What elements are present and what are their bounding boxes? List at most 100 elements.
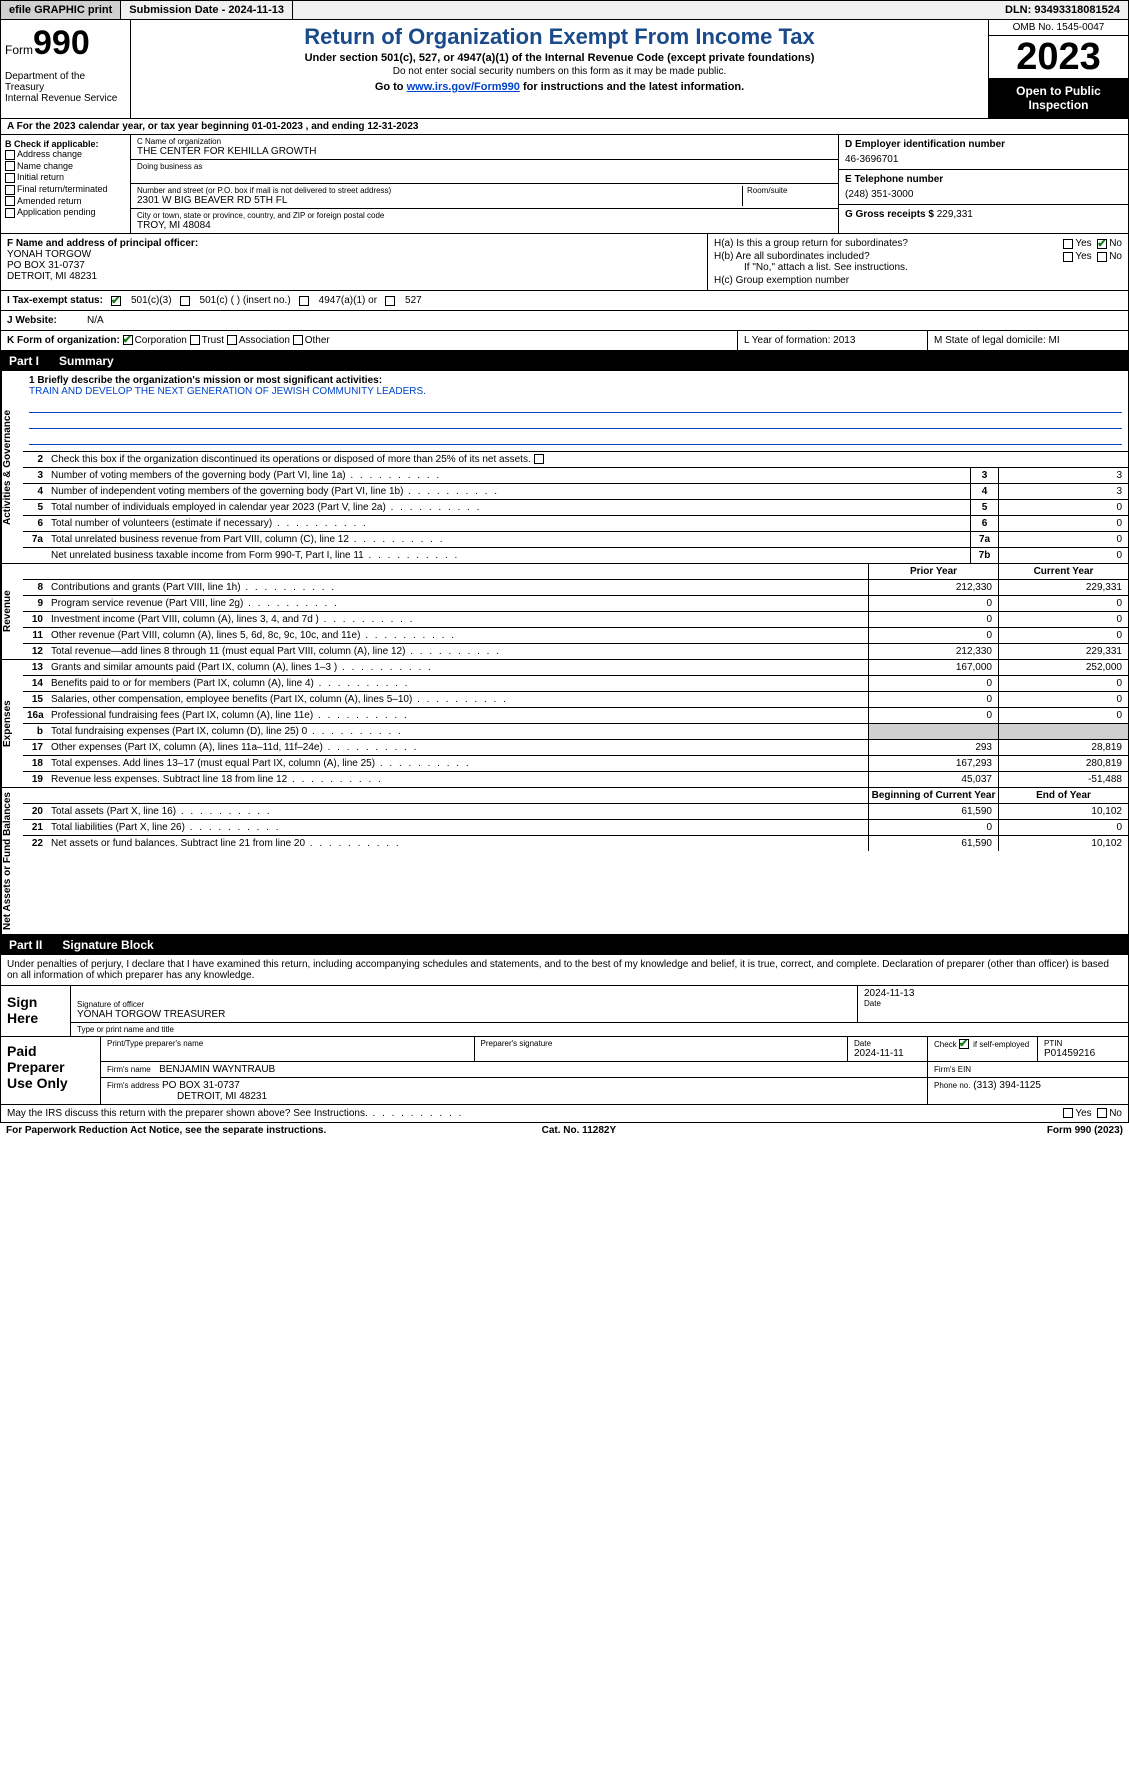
officer-signature: YONAH TORGOW TREASURER (77, 1009, 851, 1020)
discuss-row: May the IRS discuss this return with the… (0, 1105, 1129, 1123)
summary-line: 16aProfessional fundraising fees (Part I… (23, 708, 1128, 724)
hb-no[interactable] (1097, 252, 1107, 262)
form-title: Return of Organization Exempt From Incom… (139, 24, 980, 50)
chk-address-change[interactable]: Address change (5, 149, 126, 160)
summary-line: 21Total liabilities (Part X, line 26)00 (23, 820, 1128, 836)
summary-line: 12Total revenue—add lines 8 through 11 (… (23, 644, 1128, 659)
chk-4947[interactable] (299, 296, 309, 306)
irs-label: Internal Revenue Service (5, 93, 126, 104)
chk-application-pending[interactable]: Application pending (5, 207, 126, 218)
chk-self-employed[interactable] (959, 1039, 969, 1049)
chk-other[interactable] (293, 335, 303, 345)
info-grid: B Check if applicable: Address change Na… (0, 135, 1129, 234)
chk-527[interactable] (385, 296, 395, 306)
summary-line: 8Contributions and grants (Part VIII, li… (23, 580, 1128, 596)
officer-name: YONAH TORGOW (7, 249, 701, 260)
mission-text: TRAIN AND DEVELOP THE NEXT GENERATION OF… (29, 386, 1122, 397)
firm-addr1: PO BOX 31-0737 (162, 1080, 240, 1091)
summary-line: 9Program service revenue (Part VIII, lin… (23, 596, 1128, 612)
efile-label: efile GRAPHIC print (1, 1, 121, 19)
form-header: Form990 Department of the Treasury Inter… (0, 20, 1129, 119)
summary-line: 5Total number of individuals employed in… (23, 500, 1128, 516)
summary-line: 20Total assets (Part X, line 16)61,59010… (23, 804, 1128, 820)
summary-netassets: Net Assets or Fund Balances Beginning of… (0, 788, 1129, 935)
vtab-revenue: Revenue (1, 564, 23, 659)
summary-line: 13Grants and similar amounts paid (Part … (23, 660, 1128, 676)
firm-name: BENJAMIN WAYNTRAUB (159, 1064, 275, 1075)
col-b-checkboxes: B Check if applicable: Address change Na… (1, 135, 131, 233)
summary-line: 4Number of independent voting members of… (23, 484, 1128, 500)
summary-line: 14Benefits paid to or for members (Part … (23, 676, 1128, 692)
discuss-no[interactable] (1097, 1108, 1107, 1118)
vtab-expenses: Expenses (1, 660, 23, 787)
form-number: 990 (33, 24, 90, 62)
sign-here-block: Sign Here Signature of officerYONAH TORG… (0, 986, 1129, 1037)
prep-date: 2024-11-11 (854, 1048, 921, 1059)
omb-number: OMB No. 1545-0047 (989, 20, 1128, 36)
part1-header: Part I Summary (0, 351, 1129, 371)
row-i-tax-status: I Tax-exempt status: 501(c)(3) 501(c) ( … (0, 291, 1129, 311)
row-j-website: J Website: N/A (0, 311, 1129, 331)
perjury-text: Under penalties of perjury, I declare th… (0, 955, 1129, 986)
sign-date: 2024-11-13 (864, 988, 1122, 999)
summary-line: 19Revenue less expenses. Subtract line 1… (23, 772, 1128, 787)
chk-initial-return[interactable]: Initial return (5, 172, 126, 183)
summary-line: 15Salaries, other compensation, employee… (23, 692, 1128, 708)
org-name: THE CENTER FOR KEHILLA GROWTH (137, 146, 832, 157)
chk-501c3[interactable] (111, 296, 121, 306)
section-a-period: A For the 2023 calendar year, or tax yea… (0, 119, 1129, 135)
ein: 46-3696701 (845, 154, 1122, 165)
vtab-netassets: Net Assets or Fund Balances (1, 788, 23, 934)
chk-assoc[interactable] (227, 335, 237, 345)
summary-line: 7aTotal unrelated business revenue from … (23, 532, 1128, 548)
officer-addr2: DETROIT, MI 48231 (7, 271, 701, 282)
summary-line: 6Total number of volunteers (estimate if… (23, 516, 1128, 532)
summary-line: 17Other expenses (Part IX, column (A), l… (23, 740, 1128, 756)
firm-addr2: DETROIT, MI 48231 (177, 1091, 267, 1102)
tax-year: 2023 (989, 36, 1128, 78)
chk-name-change[interactable]: Name change (5, 161, 126, 172)
vtab-activities: Activities & Governance (1, 371, 23, 563)
org-address: 2301 W BIG BEAVER RD 5TH FL (137, 195, 742, 206)
topbar: efile GRAPHIC print Submission Date - 20… (0, 0, 1129, 20)
chk-501c[interactable] (180, 296, 190, 306)
telephone: (248) 351-3000 (845, 189, 1122, 200)
summary-revenue: Revenue Prior YearCurrent Year 8Contribu… (0, 564, 1129, 660)
part2-header: Part II Signature Block (0, 935, 1129, 955)
chk-final-return[interactable]: Final return/terminated (5, 184, 126, 195)
firm-phone: (313) 394-1125 (973, 1080, 1041, 1091)
summary-activities: Activities & Governance 1 Briefly descri… (0, 371, 1129, 564)
summary-line: bTotal fundraising expenses (Part IX, co… (23, 724, 1128, 740)
ssn-warning: Do not enter social security numbers on … (139, 66, 980, 77)
submission-date: Submission Date - 2024-11-13 (121, 1, 293, 19)
chk-trust[interactable] (190, 335, 200, 345)
summary-line: Net unrelated business taxable income fr… (23, 548, 1128, 563)
summary-line: 3Number of voting members of the governi… (23, 468, 1128, 484)
chk-amended-return[interactable]: Amended return (5, 196, 126, 207)
page-footer: For Paperwork Reduction Act Notice, see … (0, 1123, 1129, 1138)
summary-line: 18Total expenses. Add lines 13–17 (must … (23, 756, 1128, 772)
officer-addr1: PO BOX 31-0737 (7, 260, 701, 271)
ha-no[interactable] (1097, 239, 1107, 249)
chk-discontinued[interactable] (534, 454, 544, 464)
dln: DLN: 93493318081524 (997, 1, 1128, 19)
discuss-yes[interactable] (1063, 1108, 1073, 1118)
goto-line: Go to www.irs.gov/Form990 for instructio… (139, 81, 980, 93)
website-value: N/A (87, 315, 104, 326)
summary-line: 11Other revenue (Part VIII, column (A), … (23, 628, 1128, 644)
chk-corp[interactable] (123, 335, 133, 345)
hb-yes[interactable] (1063, 252, 1073, 262)
row-fh: F Name and address of principal officer:… (0, 234, 1129, 291)
irs-link[interactable]: www.irs.gov/Form990 (407, 81, 520, 93)
form-prefix: Form (5, 43, 33, 57)
summary-line: 22Net assets or fund balances. Subtract … (23, 836, 1128, 851)
state-domicile: M State of legal domicile: MI (928, 331, 1128, 350)
summary-line: 10Investment income (Part VIII, column (… (23, 612, 1128, 628)
open-public: Open to Public Inspection (989, 78, 1128, 118)
row-klm: K Form of organization: Corporation Trus… (0, 331, 1129, 351)
form-subtitle: Under section 501(c), 527, or 4947(a)(1)… (139, 52, 980, 64)
org-city: TROY, MI 48084 (137, 220, 832, 231)
dept-treasury: Department of the Treasury (5, 71, 126, 93)
ha-yes[interactable] (1063, 239, 1073, 249)
paid-preparer-block: Paid Preparer Use Only Print/Type prepar… (0, 1037, 1129, 1105)
